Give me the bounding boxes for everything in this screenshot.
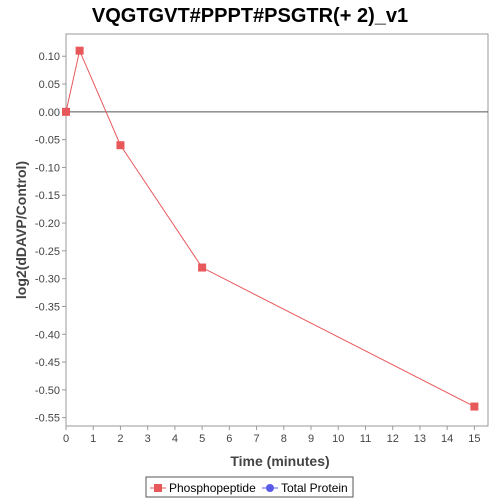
y-tick-label: -0.35	[35, 301, 60, 313]
x-tick-label: 2	[117, 433, 123, 445]
y-tick-label: -0.15	[35, 190, 60, 202]
legend-box	[145, 476, 354, 498]
x-tick-label: 14	[441, 433, 453, 445]
legend-marker-total-protein	[266, 484, 274, 492]
x-tick-label: 13	[414, 433, 426, 445]
y-tick-label: -0.40	[35, 329, 60, 341]
y-tick-label: -0.10	[35, 162, 60, 174]
y-tick-label: -0.50	[35, 385, 60, 397]
data-point	[75, 46, 84, 55]
x-tick-label: 6	[226, 433, 232, 445]
y-tick-label: -0.25	[35, 246, 60, 258]
chart-title: VQGTGVT#PPPT#PSGTR(+ 2)_v1	[92, 5, 408, 27]
data-point	[470, 402, 479, 411]
legend: Phosphopeptide Total Protein	[145, 476, 354, 498]
y-tick-label: -0.05	[35, 135, 60, 147]
legend-marker-phosphopeptide	[154, 484, 162, 492]
series-phosphopeptide	[62, 46, 479, 411]
y-tick-label: -0.20	[35, 218, 60, 230]
x-tick-label: 11	[360, 433, 371, 445]
x-tick-label: 0	[63, 433, 69, 445]
data-point	[198, 263, 207, 272]
y-tick-label: 0.10	[39, 51, 60, 63]
x-tick-label: 9	[308, 433, 314, 445]
y-tick-label: -0.45	[35, 357, 60, 369]
x-tick-label: 4	[172, 433, 178, 445]
plot-area	[65, 33, 489, 427]
y-tick-label: -0.30	[35, 274, 60, 286]
x-axis-label: Time (minutes)	[230, 453, 329, 469]
x-axis: 0 1 2 3 4 5 6 7 8 9 10 11 12 13 14 15	[63, 426, 481, 445]
y-axis-label: log2(dDAVP/Control)	[13, 161, 29, 299]
x-tick-label: 7	[254, 433, 260, 445]
x-tick-label: 3	[145, 433, 151, 445]
data-point	[62, 107, 70, 116]
x-tick-label: 12	[387, 433, 399, 445]
data-point	[116, 141, 125, 150]
y-tick-label: 0.00	[39, 107, 60, 119]
series-layer	[62, 46, 479, 411]
x-tick-label: 8	[281, 433, 287, 445]
x-tick-label: 10	[332, 433, 344, 445]
y-axis: 0.10 0.05 0.00 -0.05 -0.10 -0.15 -0.20 -0.25 -0.…	[35, 51, 66, 425]
x-tick-label: 1	[90, 433, 96, 445]
x-tick-label: 5	[199, 433, 205, 445]
x-tick-label: 15	[468, 433, 480, 445]
y-tick-label: 0.05	[39, 79, 60, 91]
y-tick-label: -0.55	[35, 413, 60, 425]
legend-label-phosphopeptide: Phosphopeptide	[169, 481, 256, 495]
legend-label-total-protein: Total Protein	[281, 481, 348, 495]
